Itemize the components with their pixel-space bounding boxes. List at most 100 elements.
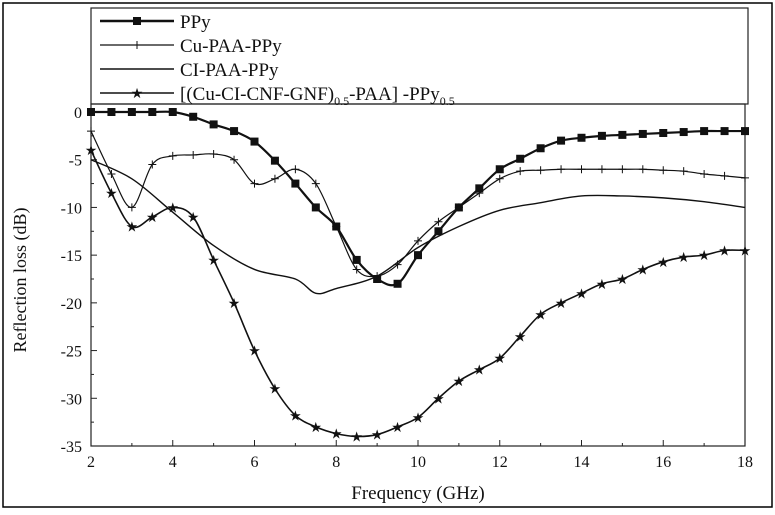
y-tick-label: -35 xyxy=(61,439,82,456)
data-point-plus xyxy=(495,174,504,183)
data-point-square xyxy=(168,108,177,116)
data-point-plus xyxy=(414,236,422,245)
data-point-square xyxy=(87,108,95,116)
x-tick-label: 6 xyxy=(251,454,259,471)
data-point-star: ★ xyxy=(126,221,139,236)
data-point-plus xyxy=(638,165,647,174)
data-point-star: ★ xyxy=(146,211,159,226)
series-line-2 xyxy=(90,159,746,295)
data-point-plus xyxy=(741,173,749,182)
data-point-square xyxy=(230,127,239,136)
data-point-star: ★ xyxy=(514,330,527,345)
y-tick-label: -15 xyxy=(61,248,82,265)
data-point-plus xyxy=(679,167,688,176)
data-point-star: ★ xyxy=(207,254,220,269)
y-tick-label: -20 xyxy=(61,296,82,313)
series-line-0 xyxy=(91,110,745,287)
data-point-star: ★ xyxy=(310,421,323,436)
data-point-star: ★ xyxy=(616,273,629,288)
series-line-3 xyxy=(90,149,746,438)
data-point-star: ★ xyxy=(187,211,200,226)
data-point-plus xyxy=(230,155,239,164)
data-point-square xyxy=(679,128,688,137)
data-point-star: ★ xyxy=(391,421,404,436)
legend-label-composite-mid: -PAA] -PPy xyxy=(349,84,440,105)
legend-label-ci-paa-ppy: CI-PAA-PPy xyxy=(180,60,279,81)
data-point-star: ★ xyxy=(350,430,363,445)
legend-label-composite: [(Cu-CI-CNF-GNF)0.5-PAA] -PPy0.5 xyxy=(180,84,455,108)
data-point-square xyxy=(536,144,545,153)
data-point-plus xyxy=(352,265,361,274)
data-point-square xyxy=(311,203,320,212)
data-point-square xyxy=(209,120,218,129)
y-tick-label: -30 xyxy=(61,391,82,408)
data-point-star: ★ xyxy=(739,244,752,259)
x-tick-label: 2 xyxy=(87,454,95,471)
x-tick-label: 12 xyxy=(492,454,508,471)
legend-marker-square xyxy=(133,17,141,25)
data-point-star: ★ xyxy=(453,375,466,390)
data-point-plus xyxy=(700,170,709,179)
data-point-square xyxy=(577,133,586,142)
data-point-plus xyxy=(475,189,484,198)
data-point-square xyxy=(741,127,749,136)
data-point-star: ★ xyxy=(637,263,650,278)
data-point-star: ★ xyxy=(677,251,690,266)
data-point-plus xyxy=(516,167,525,176)
data-point-square xyxy=(291,179,300,188)
data-point-square xyxy=(557,136,566,145)
x-tick-label: 10 xyxy=(410,454,426,471)
data-point-square xyxy=(414,251,422,260)
data-point-square xyxy=(107,108,116,116)
data-point-square xyxy=(597,131,606,140)
legend-marker-star: ★ xyxy=(131,87,144,102)
data-point-plus xyxy=(168,151,177,160)
data-point-square xyxy=(495,165,504,174)
data-point-plus xyxy=(597,165,606,174)
data-point-plus xyxy=(434,217,443,226)
data-point-star: ★ xyxy=(534,308,547,323)
data-point-star: ★ xyxy=(575,287,588,302)
data-point-star: ★ xyxy=(555,297,568,312)
legend-label-ppy: PPy xyxy=(180,12,211,33)
data-point-square xyxy=(352,255,361,264)
data-point-star: ★ xyxy=(228,297,241,312)
data-point-star: ★ xyxy=(105,187,118,202)
data-point-star: ★ xyxy=(657,256,670,271)
y-tick-label: -25 xyxy=(61,344,82,361)
x-tick-label: 16 xyxy=(655,454,671,471)
data-point-plus xyxy=(250,179,259,188)
data-point-star: ★ xyxy=(166,201,179,216)
data-point-square xyxy=(516,154,525,163)
data-point-star: ★ xyxy=(371,429,384,444)
y-tick-label: 0 xyxy=(74,105,82,122)
x-tick-label: 4 xyxy=(169,454,177,471)
x-axis-label: Frequency (GHz) xyxy=(351,483,484,504)
data-point-plus xyxy=(189,150,198,159)
data-point-square xyxy=(475,184,484,193)
data-point-star: ★ xyxy=(718,244,731,259)
data-point-square xyxy=(189,112,198,121)
legend-label-composite-sub2: 0.5 xyxy=(440,94,455,108)
data-point-square xyxy=(127,108,136,116)
legend-marker-plus xyxy=(133,41,141,49)
data-point-square xyxy=(618,130,627,139)
data-point-plus xyxy=(536,166,545,175)
data-point-star: ★ xyxy=(330,428,343,443)
data-point-square xyxy=(700,127,709,136)
data-point-plus xyxy=(87,127,95,136)
data-point-star: ★ xyxy=(473,364,486,379)
data-point-plus xyxy=(454,203,463,212)
data-point-plus xyxy=(291,165,300,174)
data-point-square xyxy=(434,227,443,236)
data-point-square xyxy=(250,137,259,146)
y-tick-label: -10 xyxy=(61,200,82,217)
legend-label-cu-paa-ppy: Cu-PAA-PPy xyxy=(180,36,282,57)
y-tick-label: -5 xyxy=(69,153,82,170)
data-point-square xyxy=(393,279,402,288)
data-point-square xyxy=(720,127,729,136)
data-point-star: ★ xyxy=(698,249,711,264)
data-point-star: ★ xyxy=(269,383,282,398)
legend-label-composite-sub1: 0.5 xyxy=(334,94,349,108)
